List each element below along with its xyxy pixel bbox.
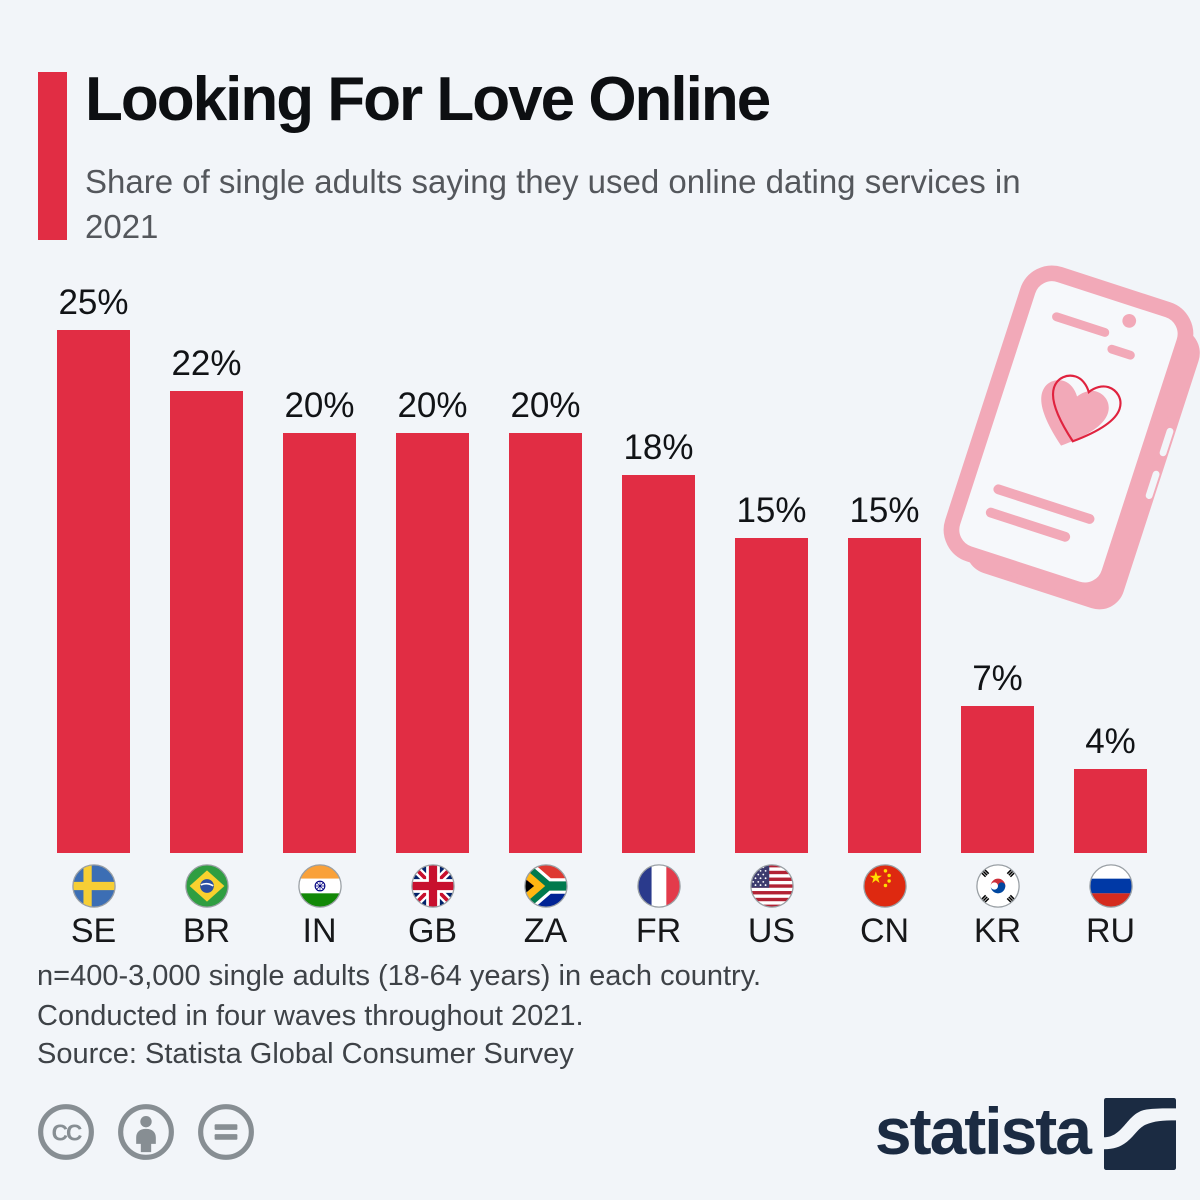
flag-kr-icon xyxy=(975,864,1020,908)
bar-area: 15% xyxy=(848,283,921,853)
bar-column-fr: 18% FR xyxy=(622,283,695,951)
footnote-line-1: n=400-3,000 single adults (18-64 years) … xyxy=(37,960,762,992)
svg-text:CC: CC xyxy=(52,1119,82,1145)
flag-cn-icon xyxy=(862,864,907,908)
bar-value-label: 7% xyxy=(972,659,1023,698)
country-code-label: US xyxy=(747,912,796,950)
bar-column-gb: 20% GB xyxy=(396,283,469,951)
flag-ru-icon xyxy=(1088,864,1133,908)
bar-column-ru: 4% RU xyxy=(1074,283,1147,951)
license-icons: CC xyxy=(36,1102,256,1162)
flag-se-icon xyxy=(71,864,116,908)
bar-area: 22% xyxy=(170,283,243,853)
flag-us-icon xyxy=(749,864,794,908)
country-code-label: SE xyxy=(70,912,117,950)
bar xyxy=(1074,769,1147,853)
bar-column-za: 20% ZA xyxy=(509,283,582,951)
country-code-label: CN xyxy=(859,912,910,950)
bar-area: 7% xyxy=(961,283,1034,853)
chart-footnote: n=400-3,000 single adults (18-64 years) … xyxy=(37,956,761,1036)
bar-area: 20% xyxy=(509,283,582,853)
bar-column-se: 25% SE xyxy=(57,283,130,951)
bar-value-label: 15% xyxy=(849,491,920,530)
cc-icon: CC xyxy=(38,1104,94,1160)
bar-area: 25% xyxy=(57,283,130,853)
bar-column-cn: 15% CN xyxy=(848,283,921,951)
statista-wordmark: statista xyxy=(874,1094,1092,1168)
flag-gb-icon xyxy=(410,864,455,908)
bar xyxy=(961,706,1034,853)
bar xyxy=(283,433,356,853)
bar-value-label: 20% xyxy=(397,386,468,425)
footnote-line-2: Conducted in four waves throughout 2021. xyxy=(37,1000,584,1033)
bar xyxy=(396,433,469,853)
bar-area: 20% xyxy=(396,283,469,853)
bar xyxy=(622,475,695,853)
flag-br-icon xyxy=(184,864,229,908)
bar-area: 4% xyxy=(1074,283,1147,853)
country-code-label: GB xyxy=(407,912,458,950)
country-code-label: KR xyxy=(973,912,1022,950)
country-code-label: FR xyxy=(635,912,682,950)
bar-value-label: 22% xyxy=(171,344,242,383)
bar xyxy=(170,391,243,853)
page-subtitle: Share of single adults saying they used … xyxy=(85,163,1021,245)
flag-in-icon xyxy=(297,864,342,908)
bar-value-label: 20% xyxy=(510,386,581,425)
bar-value-label: 18% xyxy=(623,428,694,467)
bar-area: 20% xyxy=(283,283,356,853)
attribution-icon xyxy=(118,1104,174,1160)
bar xyxy=(57,330,130,853)
bar-area: 15% xyxy=(735,283,808,853)
flag-za-icon xyxy=(523,864,568,908)
page-title: Looking For Love Online xyxy=(85,65,771,134)
bar-value-label: 15% xyxy=(736,491,807,530)
country-code-label: BR xyxy=(182,912,231,950)
bar xyxy=(509,433,582,853)
source-line: Source: Statista Global Consumer Survey xyxy=(37,1038,574,1070)
bar-value-label: 4% xyxy=(1085,722,1136,761)
country-code-label: RU xyxy=(1085,912,1136,950)
bar xyxy=(735,538,808,853)
bar-value-label: 20% xyxy=(284,386,355,425)
country-code-label: ZA xyxy=(523,912,568,950)
country-code-label: IN xyxy=(302,912,337,950)
flag-fr-icon xyxy=(636,864,681,908)
statista-logo: statista xyxy=(875,1098,1176,1170)
bar xyxy=(848,538,921,853)
bar-chart: 25% SE 22% BR 20% IN 20% GB 20% ZA 18% FR 15% US 15% CN… xyxy=(57,283,1147,951)
title-accent-bar xyxy=(38,72,67,240)
statista-logo-icon xyxy=(1104,1098,1176,1170)
phone-with-heart-icon xyxy=(930,248,1200,620)
no-derivatives-icon xyxy=(198,1104,254,1160)
bar-column-kr: 7% KR xyxy=(961,283,1034,951)
bar-value-label: 25% xyxy=(58,283,129,322)
bar-area: 18% xyxy=(622,283,695,853)
bar-column-br: 22% BR xyxy=(170,283,243,951)
bar-column-us: 15% US xyxy=(735,283,808,951)
bar-column-in: 20% IN xyxy=(283,283,356,951)
